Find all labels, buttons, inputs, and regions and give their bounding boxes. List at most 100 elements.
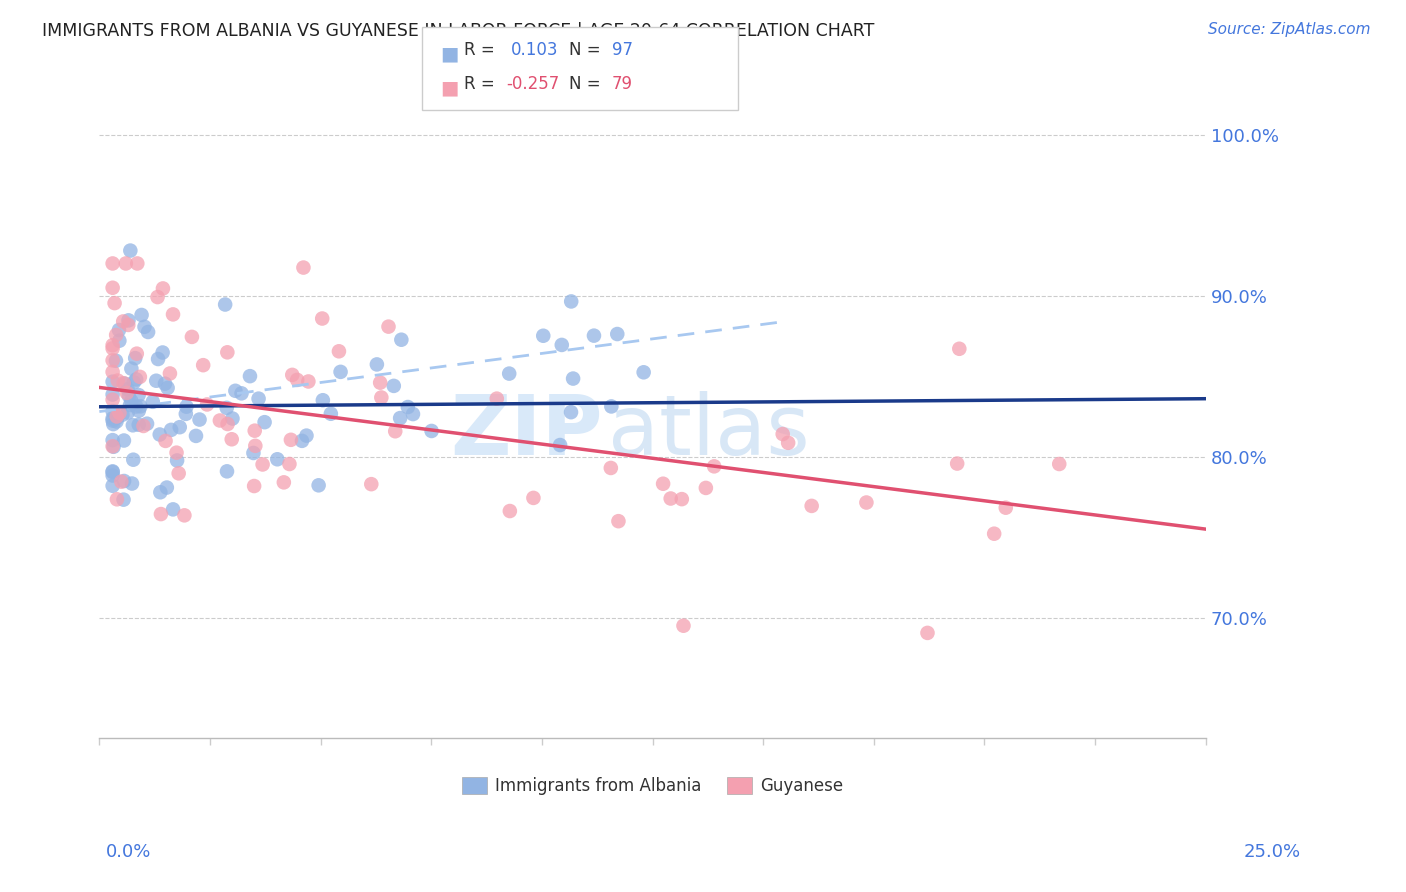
Point	[176, 400, 198, 414]
Point	[124, 351, 146, 366]
Point	[117, 318, 139, 332]
Point	[121, 418, 143, 433]
Point	[215, 401, 238, 415]
Point	[152, 281, 174, 295]
Point	[101, 433, 124, 447]
Point	[633, 365, 655, 379]
Text: atlas: atlas	[609, 392, 810, 473]
Point	[253, 415, 276, 429]
Text: -0.257: -0.257	[506, 75, 560, 93]
Point	[103, 417, 125, 431]
Point	[153, 376, 176, 391]
Point	[221, 432, 243, 446]
Point	[281, 368, 304, 382]
Point	[115, 385, 138, 400]
Point	[370, 391, 392, 405]
Point	[169, 420, 191, 434]
Point	[162, 307, 184, 321]
Point	[800, 499, 823, 513]
Point	[101, 353, 124, 368]
Point	[295, 428, 318, 442]
Point	[101, 479, 124, 493]
Text: 79: 79	[612, 75, 633, 93]
Point	[946, 457, 969, 471]
Point	[297, 375, 319, 389]
Point	[671, 492, 693, 507]
Point	[101, 338, 124, 352]
Point	[101, 439, 124, 453]
Legend: Immigrants from Albania, Guyanese: Immigrants from Albania, Guyanese	[456, 771, 849, 802]
Point	[531, 328, 554, 343]
Text: 97: 97	[612, 41, 633, 59]
Point	[108, 406, 131, 420]
Point	[278, 457, 301, 471]
Point	[101, 411, 124, 425]
Point	[112, 314, 135, 328]
Point	[129, 400, 152, 414]
Point	[308, 478, 330, 492]
Text: IMMIGRANTS FROM ALBANIA VS GUYANESE IN LABOR FORCE | AGE 20-64 CORRELATION CHART: IMMIGRANTS FROM ALBANIA VS GUYANESE IN L…	[42, 22, 875, 40]
Text: ■: ■	[440, 45, 458, 63]
Point	[389, 411, 412, 425]
Point	[599, 461, 621, 475]
Point	[499, 504, 522, 518]
Point	[485, 392, 508, 406]
Point	[703, 459, 725, 474]
Point	[149, 507, 172, 521]
Point	[112, 434, 135, 448]
Point	[243, 424, 266, 438]
Point	[672, 618, 695, 632]
Point	[778, 435, 800, 450]
Point	[652, 476, 675, 491]
Point	[983, 526, 1005, 541]
Point	[108, 323, 131, 337]
Point	[146, 351, 169, 366]
Point	[548, 438, 571, 452]
Point	[128, 388, 150, 402]
Point	[382, 379, 405, 393]
Point	[247, 392, 270, 406]
Point	[606, 326, 628, 341]
Point	[215, 464, 238, 478]
Point	[121, 476, 143, 491]
Point	[128, 369, 150, 384]
Point	[128, 403, 150, 417]
Point	[695, 481, 717, 495]
Point	[217, 417, 239, 431]
Point	[377, 319, 399, 334]
Point	[239, 369, 262, 384]
Text: 0.103: 0.103	[510, 41, 558, 59]
Point	[600, 400, 623, 414]
Point	[368, 376, 391, 390]
Point	[155, 434, 177, 448]
Point	[105, 409, 128, 424]
Point	[120, 393, 142, 408]
Point	[162, 502, 184, 516]
Point	[948, 342, 970, 356]
Text: 0.0%: 0.0%	[105, 843, 150, 861]
Point	[134, 319, 156, 334]
Point	[122, 452, 145, 467]
Point	[994, 500, 1017, 515]
Point	[112, 492, 135, 507]
Point	[114, 376, 136, 391]
Point	[103, 440, 125, 454]
Point	[292, 260, 315, 275]
Point	[136, 325, 159, 339]
Point	[152, 345, 174, 359]
Point	[101, 465, 124, 479]
Point	[167, 467, 190, 481]
Point	[366, 358, 388, 372]
Point	[195, 397, 218, 411]
Point	[122, 376, 145, 390]
Point	[384, 424, 406, 438]
Point	[214, 297, 236, 311]
Point	[108, 334, 131, 348]
Point	[101, 414, 124, 428]
Point	[107, 410, 129, 425]
Point	[266, 452, 288, 467]
Point	[105, 415, 128, 429]
Text: ■: ■	[440, 78, 458, 97]
Point	[208, 413, 231, 427]
Point	[118, 389, 141, 403]
